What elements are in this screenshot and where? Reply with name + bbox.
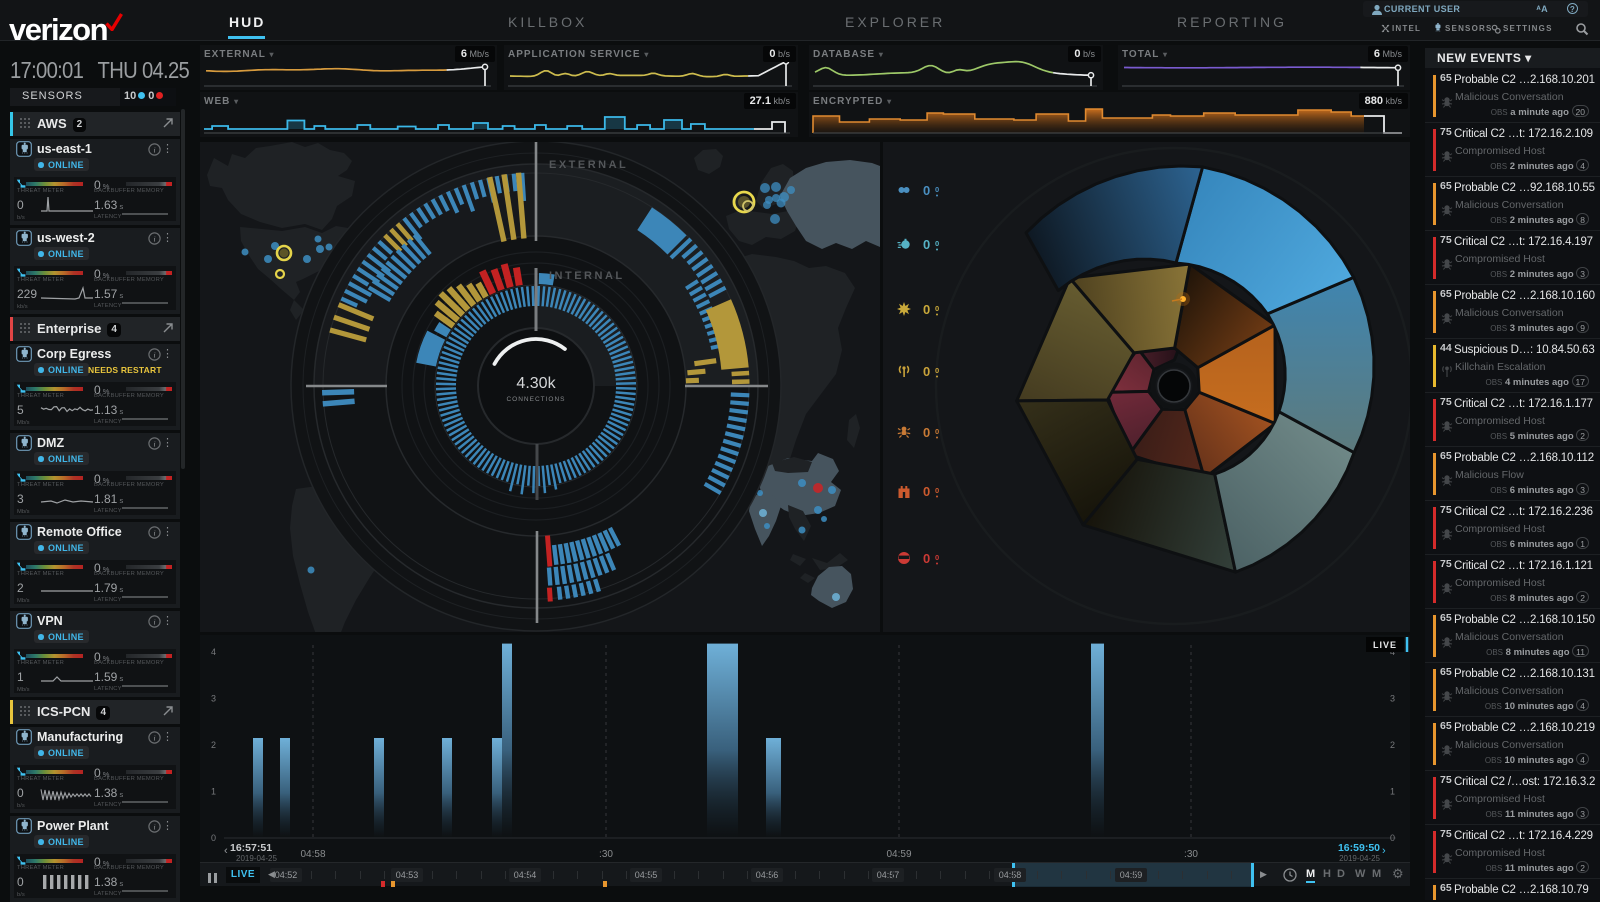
svg-text:0: 0 [1390, 833, 1395, 843]
svg-text:3: 3 [211, 694, 216, 704]
svg-text:0: 0 [923, 484, 930, 499]
svg-text:0: 0 [923, 425, 930, 440]
svg-text:0: 0 [923, 237, 930, 252]
svg-text:‹: ‹ [224, 845, 228, 857]
svg-text::30: :30 [1184, 849, 1198, 860]
svg-text:i: i [153, 350, 155, 359]
svg-text:0: 0 [935, 366, 939, 375]
svg-text:0: 0 [935, 427, 939, 436]
svg-text:16:59:50: 16:59:50 [1338, 842, 1380, 854]
svg-text:0: 0 [923, 551, 930, 566]
svg-text:3: 3 [1390, 694, 1395, 704]
svg-text::30: :30 [599, 849, 613, 860]
svg-text:0: 0 [935, 239, 939, 248]
svg-text:i: i [153, 439, 155, 448]
svg-text:2: 2 [211, 740, 216, 750]
svg-text:04:59: 04:59 [886, 849, 911, 860]
svg-text:EXTERNAL: EXTERNAL [549, 159, 628, 171]
svg-text:›: › [1382, 845, 1386, 857]
svg-text:LIVE: LIVE [1373, 640, 1397, 650]
svg-text:2: 2 [1390, 740, 1395, 750]
svg-text:1: 1 [1390, 787, 1395, 797]
svg-text:2019-04-25: 2019-04-25 [236, 854, 277, 862]
svg-text:0: 0 [935, 553, 939, 562]
svg-text:CONNECTIONS: CONNECTIONS [506, 396, 565, 403]
svg-text:i: i [153, 733, 155, 742]
svg-text:i: i [153, 145, 155, 154]
svg-text:4: 4 [211, 647, 216, 657]
svg-text:0: 0 [923, 302, 930, 317]
svg-text:i: i [153, 822, 155, 831]
svg-text:1: 1 [211, 787, 216, 797]
svg-text:i: i [153, 234, 155, 243]
svg-text:INTERNAL: INTERNAL [549, 270, 625, 282]
svg-text:i: i [153, 617, 155, 626]
svg-text:0: 0 [211, 833, 216, 843]
svg-text:2019-04-25: 2019-04-25 [1339, 854, 1380, 862]
svg-text:0: 0 [923, 183, 930, 198]
svg-text:0: 0 [935, 185, 939, 194]
svg-text:04:58: 04:58 [300, 849, 325, 860]
svg-text:4.30k: 4.30k [516, 375, 556, 392]
svg-text:i: i [153, 528, 155, 537]
svg-text:0: 0 [923, 364, 930, 379]
svg-text:0: 0 [935, 304, 939, 313]
svg-text:0: 0 [935, 486, 939, 495]
svg-text:16:57:51: 16:57:51 [230, 842, 272, 854]
